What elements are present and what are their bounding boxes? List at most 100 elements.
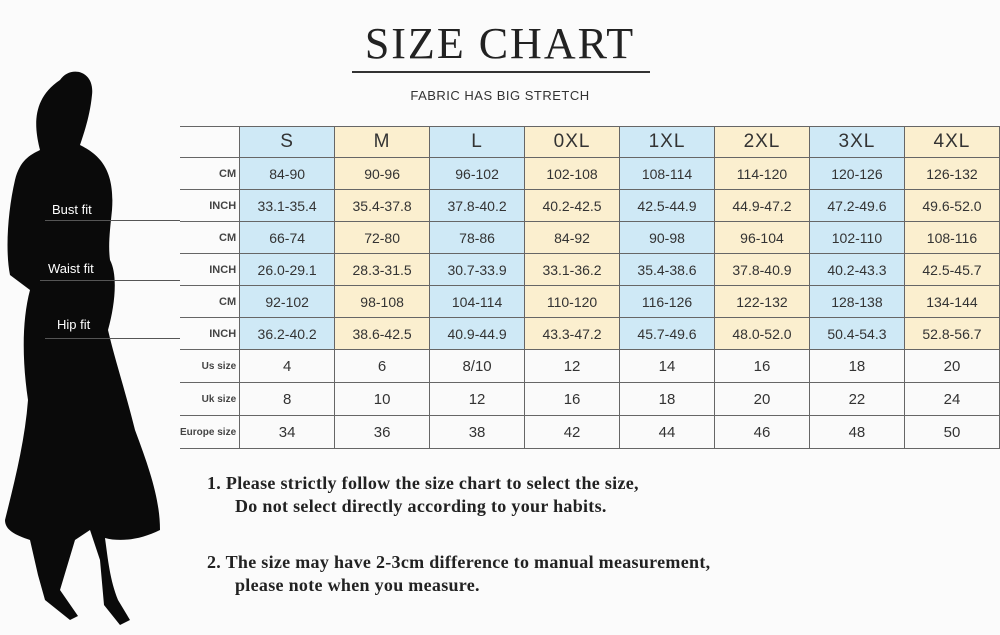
size-cell: 114-120	[713, 157, 810, 190]
size-cell: 22	[808, 382, 905, 416]
row-label: Us size	[180, 349, 241, 383]
table-row: Uk size 8 10 12 16 18 20 22 24	[180, 382, 1000, 416]
table-row: CM 92-102 98-108 104-114 110-120 116-126 122-1…	[180, 285, 1000, 318]
size-header: 4XL	[903, 126, 1000, 158]
waist-divider	[40, 280, 180, 281]
hip-fit-label: Hip fit	[57, 317, 91, 332]
note-1-line-1: 1. Please strictly follow the size chart…	[207, 473, 639, 493]
bust-divider	[45, 220, 180, 221]
size-cell: 108-116	[903, 221, 1000, 254]
size-header: M	[334, 126, 431, 158]
size-cell: 30.7-33.9	[429, 253, 526, 286]
size-cell: 134-144	[903, 285, 1000, 318]
size-cell: 33.1-36.2	[524, 253, 621, 286]
size-cell: 78-86	[429, 221, 526, 254]
size-cell: 120-126	[808, 157, 905, 190]
size-cell: 37.8-40.2	[429, 189, 526, 222]
size-cell: 26.0-29.1	[239, 253, 336, 286]
size-cell: 44	[619, 415, 715, 449]
size-cell: 102-108	[524, 157, 621, 190]
size-cell: 66-74	[239, 221, 336, 254]
size-cell: 8/10	[429, 349, 526, 383]
size-cell: 14	[619, 349, 715, 383]
size-cell: 16	[524, 382, 621, 416]
size-cell: 48.0-52.0	[713, 317, 810, 350]
size-cell: 49.6-52.0	[903, 189, 1000, 222]
size-cell: 18	[619, 382, 715, 416]
size-cell: 90-96	[334, 157, 431, 190]
size-header: S	[239, 126, 336, 158]
size-cell: 16	[713, 349, 810, 383]
size-cell: 43.3-47.2	[524, 317, 621, 350]
size-cell: 44.9-47.2	[713, 189, 810, 222]
size-cell: 98-108	[334, 285, 431, 318]
size-cell: 35.4-38.6	[619, 253, 715, 286]
size-cell: 35.4-37.8	[334, 189, 431, 222]
size-cell: 40.2-42.5	[524, 189, 621, 222]
size-cell: 47.2-49.6	[808, 189, 905, 222]
size-cell: 33.1-35.4	[239, 189, 336, 222]
waist-fit-label: Waist fit	[48, 261, 94, 276]
table-row: INCH 33.1-35.4 35.4-37.8 37.8-40.2 40.2-42.5…	[180, 189, 1000, 222]
size-cell: 102-110	[808, 221, 905, 254]
size-cell: 34	[239, 415, 336, 449]
table-row: CM 84-90 90-96 96-102 102-108 108-114 114-120 1…	[180, 157, 1000, 190]
row-label: INCH	[180, 253, 241, 286]
size-cell: 38	[429, 415, 526, 449]
size-cell: 6	[334, 349, 431, 383]
size-cell: 84-90	[239, 157, 336, 190]
size-cell: 52.8-56.7	[903, 317, 1000, 350]
row-label: CM	[180, 221, 241, 254]
size-cell: 18	[808, 349, 905, 383]
size-cell: 40.9-44.9	[429, 317, 526, 350]
size-cell: 42.5-44.9	[619, 189, 715, 222]
size-cell: 45.7-49.6	[619, 317, 715, 350]
size-cell: 8	[239, 382, 336, 416]
size-cell: 126-132	[903, 157, 1000, 190]
size-cell: 122-132	[713, 285, 810, 318]
title-underline	[352, 71, 650, 73]
subtitle: FABRIC HAS BIG STRETCH	[410, 88, 590, 103]
size-cell: 28.3-31.5	[334, 253, 431, 286]
note-1: 1. Please strictly follow the size chart…	[207, 472, 639, 518]
row-label: CM	[180, 285, 241, 318]
size-cell: 50	[903, 415, 1000, 449]
woman-silhouette-icon	[5, 71, 160, 625]
row-label: Europe size	[180, 415, 241, 449]
size-cell: 110-120	[524, 285, 621, 318]
note-2-line-1: 2. The size may have 2-3cm difference to…	[207, 552, 711, 572]
table-row: Us size 4 6 8/10 12 14 16 18 20	[180, 349, 1000, 383]
size-cell: 42.5-45.7	[903, 253, 1000, 286]
size-cell: 36	[334, 415, 431, 449]
table-row: INCH 36.2-40.2 38.6-42.5 40.9-44.9 43.3-47.2…	[180, 317, 1000, 350]
page-title: SIZE CHART	[364, 19, 636, 68]
size-header: 2XL	[713, 126, 810, 158]
size-cell: 36.2-40.2	[239, 317, 336, 350]
size-cell: 20	[713, 382, 810, 416]
size-cell: 50.4-54.3	[808, 317, 905, 350]
size-cell: 24	[903, 382, 1000, 416]
size-cell: 116-126	[619, 285, 715, 318]
size-cell: 84-92	[524, 221, 621, 254]
corner-cell	[180, 126, 240, 158]
row-label: INCH	[180, 317, 241, 350]
size-cell: 96-104	[713, 221, 810, 254]
size-cell: 46	[713, 415, 810, 449]
size-cell: 12	[429, 382, 526, 416]
row-label: INCH	[180, 189, 241, 222]
size-cell: 20	[903, 349, 1000, 383]
size-cell: 92-102	[239, 285, 336, 318]
bust-fit-label: Bust fit	[52, 202, 92, 217]
size-header: 3XL	[808, 126, 905, 158]
size-cell: 40.2-43.3	[808, 253, 905, 286]
table-row: Europe size 34 36 38 42 44 46 48 50	[180, 415, 1000, 449]
size-header: 0XL	[524, 126, 621, 158]
size-cell: 12	[524, 349, 621, 383]
size-cell: 42	[524, 415, 621, 449]
size-header: L	[429, 126, 526, 158]
size-table: S M L 0XL 1XL 2XL 3XL 4XL CM 84-90 90-96 96…	[180, 126, 1000, 449]
size-cell: 37.8-40.9	[713, 253, 810, 286]
size-cell: 10	[334, 382, 431, 416]
size-cell: 104-114	[429, 285, 526, 318]
table-row: INCH 26.0-29.1 28.3-31.5 30.7-33.9 33.1-36.2…	[180, 253, 1000, 286]
